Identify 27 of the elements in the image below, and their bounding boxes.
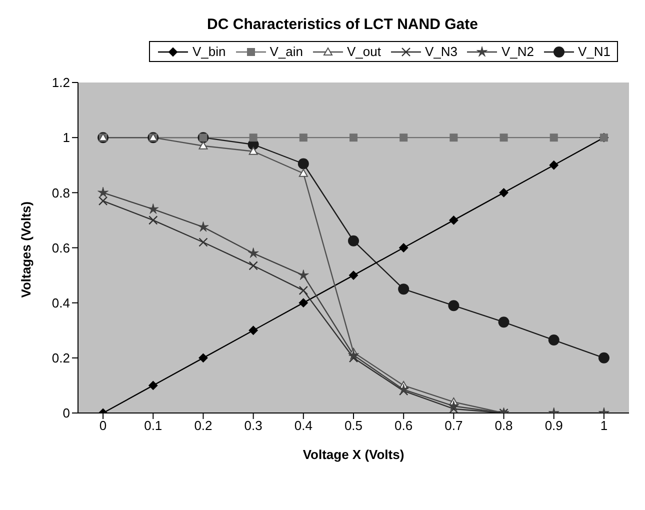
legend-label: V_N3 bbox=[424, 44, 458, 59]
y-tick-label: 1.2 bbox=[52, 75, 70, 90]
x-tick-label: 0 bbox=[99, 418, 107, 434]
legend-label: V_bin bbox=[192, 44, 226, 59]
x-tick-label: 0.7 bbox=[444, 418, 463, 434]
y-tick-label: 0.2 bbox=[52, 350, 70, 366]
legend-label: V_out bbox=[346, 44, 381, 59]
y-tick-label: 1 bbox=[62, 130, 70, 146]
legend-label: V_N2 bbox=[501, 44, 534, 59]
x-tick-label: 0.6 bbox=[394, 418, 413, 434]
y-tick-label: 0.4 bbox=[52, 295, 70, 310]
legend-label: V_ain bbox=[270, 44, 303, 59]
x-tick-label: 1 bbox=[600, 418, 608, 434]
y-axis-title: Voltages (Volts) bbox=[18, 201, 34, 298]
y-tick-label: 0 bbox=[62, 406, 70, 421]
x-axis-title: Voltage X (Volts) bbox=[302, 447, 404, 462]
x-tick-label: 0.1 bbox=[144, 418, 162, 434]
legend-label: V_N1 bbox=[578, 44, 611, 59]
y-tick-label: 0.8 bbox=[52, 185, 70, 200]
x-tick-label: 0.2 bbox=[194, 418, 212, 434]
x-tick-label: 0.5 bbox=[344, 418, 363, 434]
x-tick-label: 0.9 bbox=[544, 418, 563, 434]
x-tick-label: 0.8 bbox=[494, 418, 513, 434]
x-tick-label: 0.3 bbox=[244, 418, 262, 434]
x-tick-label: 0.4 bbox=[294, 418, 312, 434]
y-tick-label: 0.6 bbox=[52, 240, 70, 256]
chart-title: DC Characteristics of LCT NAND Gate bbox=[206, 15, 479, 33]
